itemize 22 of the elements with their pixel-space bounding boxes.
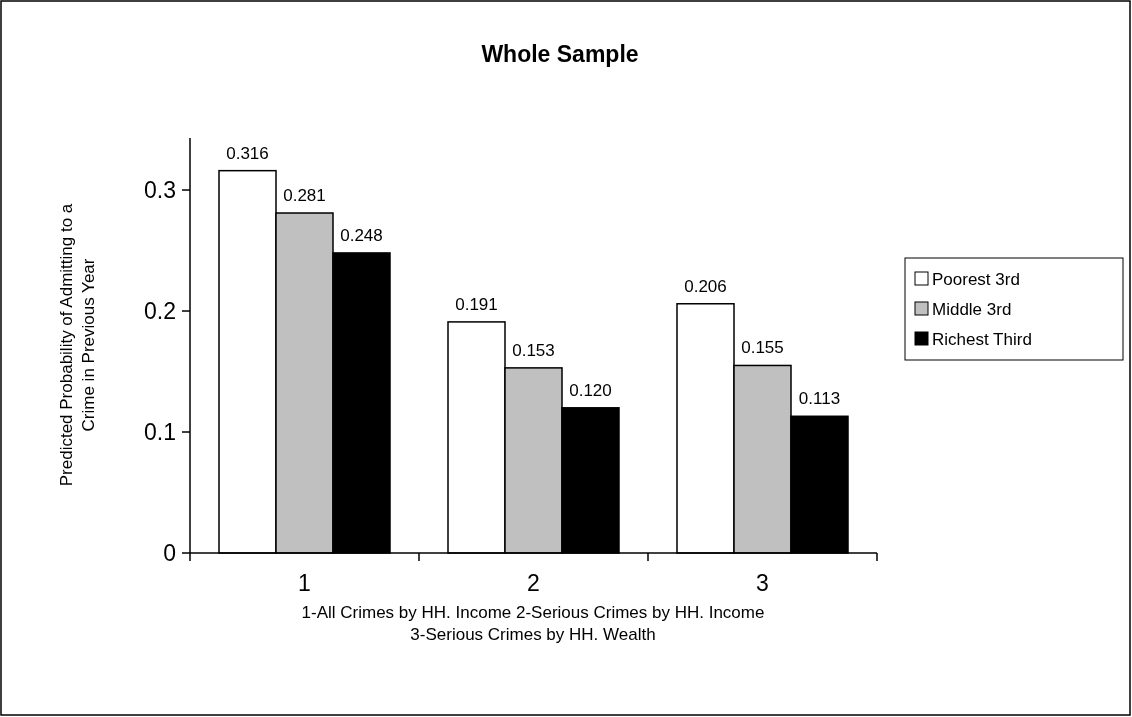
y-axis-title: Predicted Probability of Admitting to a Crime in Previous Year <box>57 203 98 487</box>
chart-title: Whole Sample <box>481 41 639 67</box>
x-axis-title: 1-All Crimes by HH. Income 2-Serious Crimes by HH. Income 3-Serious Crimes by HH. Wealth <box>301 603 765 644</box>
data-label: 0.155 <box>741 338 784 358</box>
y-tick-label: 0.2 <box>144 298 176 325</box>
data-label: 0.206 <box>684 276 727 296</box>
legend-label: Poorest 3rd <box>932 270 1020 289</box>
data-label: 0.316 <box>226 143 269 163</box>
data-label: 0.120 <box>569 380 612 400</box>
x-tick-label: 3 <box>756 570 769 596</box>
y-tick-label: 0 <box>163 540 176 567</box>
data-label: 0.281 <box>283 186 326 206</box>
data-label: 0.191 <box>455 294 498 314</box>
y-tick-label: 0.3 <box>144 177 176 204</box>
data-label: 0.248 <box>340 225 383 245</box>
legend-label: Middle 3rd <box>932 300 1012 319</box>
x-tick-label: 2 <box>527 570 540 596</box>
legend-label: Richest Third <box>932 330 1032 349</box>
data-label: 0.113 <box>798 389 841 409</box>
y-tick-label: 0.1 <box>144 419 176 446</box>
x-tick-label: 1 <box>298 570 311 596</box>
data-label: 0.153 <box>512 340 555 360</box>
